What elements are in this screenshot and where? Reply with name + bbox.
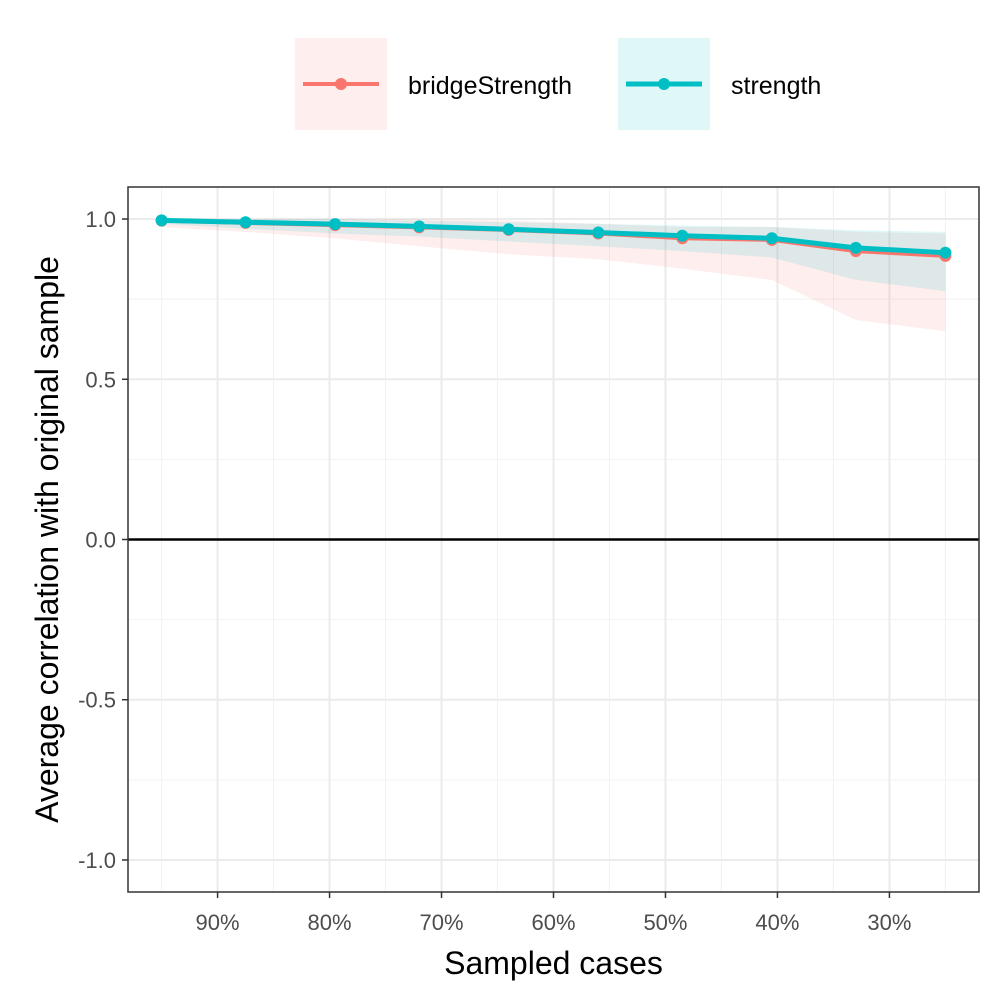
strength-line	[161, 217, 946, 256]
x-tick-label: 60%	[531, 910, 575, 935]
series-points	[155, 214, 952, 262]
strength-point	[413, 220, 426, 233]
legend-item-strength: strength	[618, 38, 821, 130]
legend-key-point	[335, 78, 347, 90]
legend: bridgeStrength strength	[295, 38, 821, 130]
y-tick-label: 0.5	[85, 367, 116, 392]
strength-point	[592, 226, 605, 239]
strength-point	[765, 232, 778, 245]
legend-item-bridgeStrength: bridgeStrength	[295, 38, 572, 130]
strength-point	[239, 216, 252, 229]
x-axis-title: Sampled cases	[444, 945, 663, 981]
legend-label: bridgeStrength	[408, 72, 572, 100]
strength-point	[939, 246, 952, 259]
legend-label: strength	[731, 72, 821, 100]
y-axis: -1.0 -0.5 0.0 0.5 1.0	[78, 207, 128, 873]
strength-point	[502, 223, 515, 236]
y-tick-label: -0.5	[78, 688, 116, 713]
strength-point	[329, 218, 342, 231]
bridgeStrength-band	[161, 219, 946, 332]
x-tick-label: 90%	[196, 910, 240, 935]
y-tick-label: 1.0	[85, 207, 116, 232]
strength-point	[155, 214, 168, 227]
x-tick-label: 40%	[755, 910, 799, 935]
x-tick-label: 80%	[308, 910, 352, 935]
legend-key-point	[658, 78, 670, 90]
y-axis-title: Average correlation with original sample	[29, 256, 65, 823]
strength-point	[676, 229, 689, 242]
x-tick-label: 50%	[643, 910, 687, 935]
y-tick-label: 0.0	[85, 528, 116, 553]
x-tick-label: 30%	[867, 910, 911, 935]
x-axis: 90% 80% 70% 60% 50% 40% 30%	[196, 892, 911, 935]
y-tick-label: -1.0	[78, 848, 116, 873]
series-lines	[161, 217, 946, 258]
x-tick-label: 70%	[420, 910, 464, 935]
strength-point	[849, 241, 862, 254]
